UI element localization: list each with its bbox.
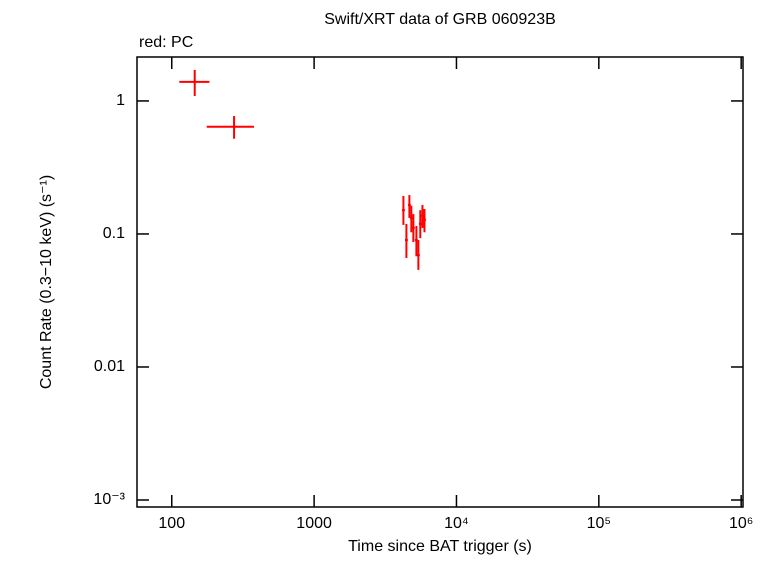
chart-title: Swift/XRT data of GRB 060923B: [324, 11, 556, 28]
y-tick-label: 0.01: [94, 358, 125, 375]
data-point: [401, 208, 405, 212]
y-axis-label: Count Rate (0.3−10 keV) (s⁻¹): [38, 175, 55, 389]
subtitle: red: PC: [139, 34, 193, 51]
x-axis-label: Time since BAT trigger (s): [348, 538, 532, 555]
x-tick-label: 1000: [296, 515, 332, 532]
y-tick-label: 10⁻³: [93, 491, 125, 508]
x-tick-label: 10⁶: [729, 515, 753, 532]
data-point: [411, 226, 415, 230]
y-tick-label: 0.1: [103, 225, 125, 242]
data-point: [232, 125, 236, 129]
data-point: [414, 238, 418, 242]
x-tick-label: 100: [158, 515, 185, 532]
data-point: [418, 222, 422, 226]
data-point: [404, 238, 408, 242]
data-point: [193, 80, 197, 84]
y-tick-label: 1: [116, 92, 125, 109]
x-tick-label: 10⁴: [444, 515, 469, 532]
data-point: [409, 216, 413, 220]
data-point: [422, 218, 426, 222]
data-point: [407, 203, 411, 207]
data-point: [420, 214, 424, 218]
x-tick-label: 10⁵: [587, 515, 611, 532]
plot-frame: [136, 56, 744, 508]
data-point: [416, 253, 420, 257]
